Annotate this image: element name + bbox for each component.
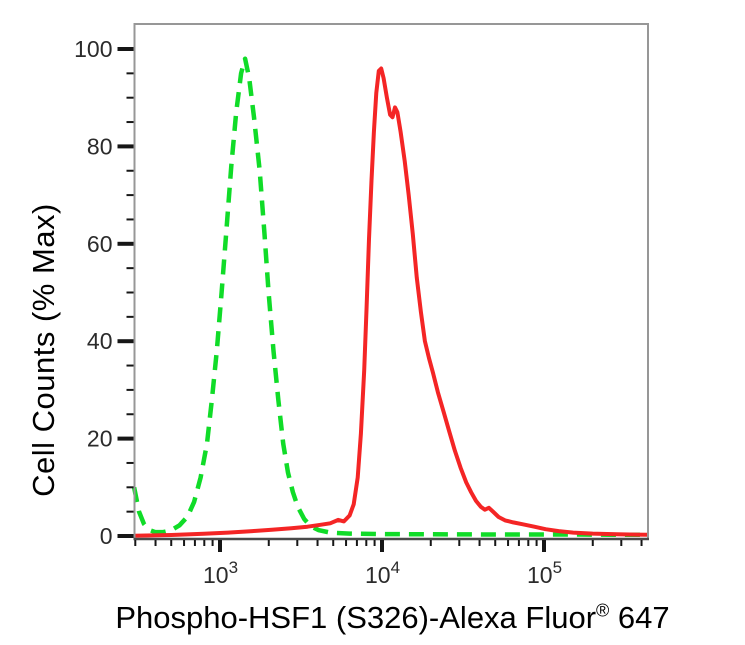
y-axis-title: Cell Counts (% Max) <box>26 203 61 497</box>
registered-trademark-icon: ® <box>596 600 610 621</box>
y-tick-label: 0 <box>100 523 113 549</box>
green-dashed-histogram <box>131 56 649 538</box>
x-axis-title-main: Phospho-HSF1 (S326)-Alexa Fluor <box>115 600 597 635</box>
x-tick-label: 103 <box>203 558 238 588</box>
y-tick-label: 100 <box>74 36 112 62</box>
y-tick-label: 80 <box>87 133 113 159</box>
y-tick-label: 20 <box>87 426 113 452</box>
x-axis-title: Phospho-HSF1 (S326)-Alexa Fluor® 647 <box>40 600 745 636</box>
plot-border <box>133 23 649 540</box>
y-tick-label: 60 <box>87 231 113 257</box>
y-tick-label: 40 <box>87 328 113 354</box>
x-tick-label: 104 <box>365 558 400 588</box>
x-tick-label: 105 <box>527 558 562 588</box>
red-solid-histogram <box>134 66 649 538</box>
x-axis-title-end: 647 <box>609 600 670 635</box>
